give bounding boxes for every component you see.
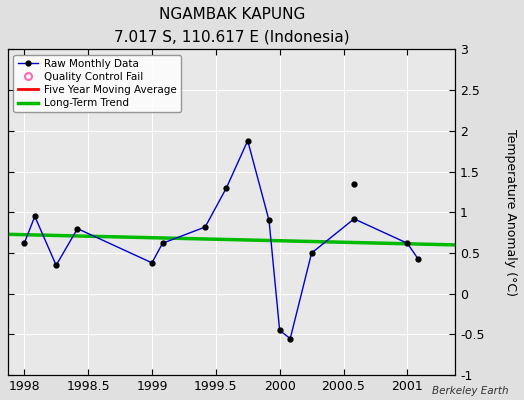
Raw Monthly Data xyxy=(287,336,293,341)
Raw Monthly Data xyxy=(159,241,166,246)
Text: Berkeley Earth: Berkeley Earth xyxy=(432,386,508,396)
Raw Monthly Data xyxy=(404,241,410,246)
Raw Monthly Data xyxy=(31,214,38,219)
Raw Monthly Data xyxy=(351,216,357,221)
Y-axis label: Temperature Anomaly (°C): Temperature Anomaly (°C) xyxy=(504,129,517,296)
Legend: Raw Monthly Data, Quality Control Fail, Five Year Moving Average, Long-Term Tren: Raw Monthly Data, Quality Control Fail, … xyxy=(14,55,181,112)
Line: Raw Monthly Data: Raw Monthly Data xyxy=(22,138,420,341)
Raw Monthly Data xyxy=(309,251,315,256)
Raw Monthly Data xyxy=(223,186,230,190)
Raw Monthly Data xyxy=(21,241,27,246)
Title: NGAMBAK KAPUNG
7.017 S, 110.617 E (Indonesia): NGAMBAK KAPUNG 7.017 S, 110.617 E (Indon… xyxy=(114,7,350,44)
Raw Monthly Data xyxy=(415,256,421,261)
Raw Monthly Data xyxy=(53,263,59,268)
Raw Monthly Data xyxy=(266,218,272,223)
Raw Monthly Data xyxy=(277,328,283,333)
Raw Monthly Data xyxy=(202,224,209,229)
Raw Monthly Data xyxy=(74,226,81,231)
Raw Monthly Data xyxy=(245,138,251,143)
Raw Monthly Data xyxy=(149,260,155,265)
